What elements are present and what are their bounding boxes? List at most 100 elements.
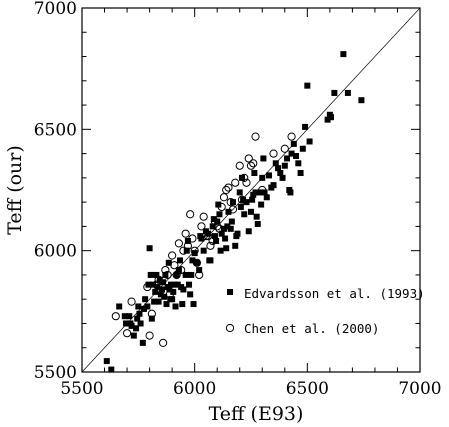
data-point-edvardsson <box>166 286 173 293</box>
data-point-edvardsson <box>188 271 195 278</box>
data-point-edvardsson <box>218 230 225 237</box>
data-point-edvardsson <box>287 189 294 196</box>
data-point-edvardsson <box>272 160 279 167</box>
data-point-edvardsson <box>222 235 229 242</box>
data-point-edvardsson <box>225 208 232 215</box>
data-point-edvardsson <box>162 271 169 278</box>
data-point-edvardsson <box>293 153 300 160</box>
data-point-edvardsson <box>190 301 197 308</box>
data-point-edvardsson <box>191 250 198 257</box>
data-point-chen <box>224 183 233 192</box>
data-point-edvardsson <box>327 114 334 121</box>
legend-label-edvardsson: Edvardsson et al. (1993) <box>244 286 425 301</box>
data-point-edvardsson <box>155 298 162 305</box>
data-point-edvardsson <box>128 322 135 329</box>
data-point-edvardsson <box>324 116 331 123</box>
data-point-chen <box>197 222 206 231</box>
data-point-chen <box>206 241 215 250</box>
data-point-edvardsson <box>213 237 220 244</box>
data-point-edvardsson <box>144 303 151 310</box>
series-chen-2000 <box>111 132 296 347</box>
data-point-edvardsson <box>116 303 123 310</box>
data-point-edvardsson <box>122 320 129 327</box>
data-point-chen <box>222 185 231 195</box>
data-point-edvardsson <box>227 225 234 232</box>
data-point-edvardsson <box>210 216 217 223</box>
data-point-edvardsson <box>156 276 163 283</box>
data-point-chen <box>159 338 168 347</box>
data-point-chen <box>231 178 240 187</box>
data-point-edvardsson <box>103 358 110 365</box>
data-point-edvardsson <box>171 281 178 288</box>
data-point-edvardsson <box>172 303 179 310</box>
plot-area <box>81 7 421 373</box>
data-point-edvardsson <box>216 211 223 218</box>
data-point-edvardsson <box>136 310 143 317</box>
data-point-edvardsson <box>170 288 177 295</box>
data-point-edvardsson <box>243 199 250 206</box>
data-point-edvardsson <box>187 291 194 298</box>
data-point-edvardsson <box>137 320 144 327</box>
y-tick-label: 6000 <box>34 242 77 262</box>
data-point-edvardsson <box>158 286 165 293</box>
y-tick-label: 6500 <box>34 120 77 140</box>
data-point-edvardsson <box>147 271 154 278</box>
data-point-edvardsson <box>260 155 267 162</box>
data-point-edvardsson <box>149 281 156 288</box>
data-point-edvardsson <box>254 220 261 227</box>
data-point-edvardsson <box>168 281 175 288</box>
data-point-edvardsson <box>196 267 203 274</box>
data-point-edvardsson <box>134 315 141 322</box>
data-point-edvardsson <box>270 182 277 189</box>
data-point-chen <box>127 297 136 306</box>
data-point-edvardsson <box>302 123 309 130</box>
data-point-chen <box>168 251 177 260</box>
data-point-edvardsson <box>234 230 241 237</box>
data-point-edvardsson <box>252 189 259 196</box>
data-point-edvardsson <box>174 281 181 288</box>
data-point-edvardsson <box>209 223 216 230</box>
data-point-edvardsson <box>182 271 189 278</box>
data-point-chen <box>219 193 229 202</box>
y-tick-label: 5500 <box>34 363 77 383</box>
data-point-edvardsson <box>258 201 265 208</box>
x-tick-label: 5500 <box>60 379 103 399</box>
data-point-edvardsson <box>297 170 304 177</box>
data-point-edvardsson <box>224 223 231 230</box>
data-point-edvardsson <box>179 301 186 308</box>
data-point-edvardsson <box>139 339 146 346</box>
data-point-edvardsson <box>251 170 258 177</box>
data-point-edvardsson <box>217 247 224 254</box>
data-point-chen <box>199 212 208 221</box>
data-point-edvardsson <box>245 228 252 235</box>
data-point-edvardsson <box>184 237 191 244</box>
data-point-edvardsson <box>266 172 273 179</box>
data-point-edvardsson <box>220 225 227 232</box>
x-axis-ticks: 5500 6000 6500 7000 <box>60 8 442 399</box>
data-point-edvardsson <box>126 313 133 320</box>
data-point-edvardsson <box>186 281 193 288</box>
data-point-edvardsson <box>152 288 159 295</box>
data-point-edvardsson <box>261 189 268 196</box>
data-point-edvardsson <box>263 194 270 201</box>
data-point-edvardsson <box>193 259 200 266</box>
data-point-edvardsson <box>215 201 222 208</box>
data-point-edvardsson <box>130 332 137 339</box>
data-point-edvardsson <box>163 301 170 308</box>
data-point-edvardsson <box>189 257 196 264</box>
data-point-edvardsson <box>161 293 168 300</box>
data-point-chen <box>145 331 154 340</box>
data-point-edvardsson <box>236 189 243 196</box>
legend-marker-edvardsson <box>227 289 233 295</box>
data-point-chen <box>249 159 258 168</box>
data-point-edvardsson <box>281 162 288 169</box>
x-axis-title: Teff (E93) <box>209 403 304 425</box>
data-point-edvardsson <box>241 211 248 218</box>
x-tick-label: 6500 <box>286 379 329 399</box>
data-point-edvardsson <box>146 245 153 252</box>
data-point-edvardsson <box>145 281 152 288</box>
data-point-edvardsson <box>207 257 214 264</box>
data-point-edvardsson <box>121 313 128 320</box>
data-point-edvardsson <box>277 170 284 177</box>
